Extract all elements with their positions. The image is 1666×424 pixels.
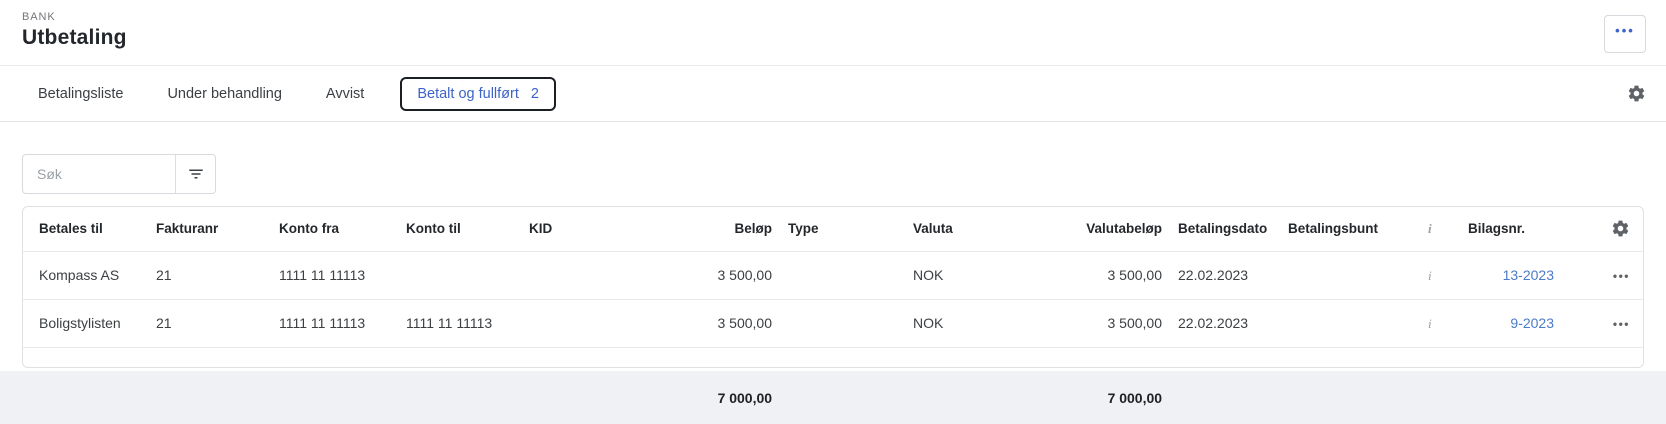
cell-kid (521, 250, 625, 299)
cell-type (780, 298, 905, 347)
cell-betalingsdato: 22.02.2023 (1170, 250, 1280, 299)
search-box (22, 154, 216, 194)
table-header-row: Betales til Fakturanr Konto fra Konto ti… (23, 207, 1643, 251)
cell-konto_til: 1111 11 11113 (398, 298, 521, 347)
cell-fakturanr: 21 (148, 298, 271, 347)
cell-belop: 3 500,00 (625, 298, 780, 347)
col-header-betalingsbunt[interactable]: Betalingsbunt (1288, 221, 1378, 237)
cell-valutabelop: 3 500,00 (1015, 250, 1170, 299)
col-header-betalingsdato[interactable]: Betalingsdato (1178, 221, 1268, 237)
cell-betalingsdato: 22.02.2023 (1170, 298, 1280, 347)
tab-avvist[interactable]: Avvist (304, 77, 386, 111)
cell-belop: 3 500,00 (625, 250, 780, 299)
col-header-valuta[interactable]: Valuta (913, 221, 953, 237)
col-header-fakturanr[interactable]: Fakturanr (156, 221, 219, 237)
cell-info: i (1420, 298, 1460, 347)
module-eyebrow: BANK (22, 11, 56, 23)
row-actions-button[interactable]: ••• (1612, 317, 1630, 331)
toolbar (22, 154, 1644, 194)
cell-valutabelop: 3 500,00 (1015, 298, 1170, 347)
cell-fakturanr: 21 (148, 250, 271, 299)
search-input[interactable] (23, 155, 175, 193)
col-header-betales-til[interactable]: Betales til (39, 221, 103, 237)
cell-valuta: NOK (905, 298, 1015, 347)
col-header-valutabelop[interactable]: Valutabeløp (1086, 221, 1162, 237)
cell-valuta: NOK (905, 250, 1015, 299)
table-row: Kompass AS 21 1111 11 11113 3 500,00 NOK 3 50… (23, 250, 1643, 299)
col-header-type[interactable]: Type (788, 221, 819, 237)
total-valutabelop: 7 000,00 (1107, 389, 1163, 406)
total-belop: 7 000,00 (717, 389, 773, 406)
tab-betalt-og-fullfort[interactable]: Betalt og fullført 2 (400, 76, 556, 111)
cell-konto_fra: 1111 11 11113 (271, 250, 398, 299)
cell-betales_til: Boligstylisten (23, 298, 148, 347)
payments-table: Betales til Fakturanr Konto fra Konto ti… (23, 207, 1643, 367)
totals-table: 7 000,00 7 000,00 (23, 390, 1644, 406)
cell-actions: ••• (1570, 250, 1643, 299)
row-actions-button[interactable]: ••• (1612, 269, 1630, 283)
cell-bilagsnr: 13-2023 (1460, 250, 1570, 299)
page-header: BANK Utbetaling ••• (0, 0, 1666, 66)
tab-count-badge: 2 (530, 85, 539, 102)
totals-bar: 7 000,00 7 000,00 (0, 371, 1666, 424)
filter-button[interactable] (175, 155, 215, 193)
tab-under-behandling[interactable]: Under behandling (145, 77, 303, 111)
bilagsnr-link[interactable]: 13-2023 (1502, 267, 1554, 283)
page-title: Utbetaling (22, 26, 127, 49)
col-header-settings (1570, 207, 1643, 251)
bilagsnr-link[interactable]: 9-2023 (1510, 315, 1554, 331)
cell-actions: ••• (1570, 298, 1643, 347)
filler-row (23, 346, 1643, 367)
header-more-actions-button[interactable]: ••• (1604, 15, 1646, 53)
cell-info: i (1420, 250, 1460, 299)
col-header-info: i (1420, 207, 1460, 251)
info-icon: i (1428, 267, 1432, 283)
cell-betalingsbunt (1280, 298, 1420, 347)
cell-betalingsbunt (1280, 250, 1420, 299)
cell-bilagsnr: 9-2023 (1460, 298, 1570, 347)
col-header-belop[interactable]: Beløp (734, 221, 772, 237)
gear-icon[interactable] (1611, 219, 1630, 238)
cell-betales_til: Kompass AS (23, 250, 148, 299)
col-header-kid[interactable]: KID (529, 221, 553, 237)
table-row: Boligstylisten 21 1111 11 11113 1111 11 111… (23, 298, 1643, 347)
title-block: BANK Utbetaling (22, 11, 127, 50)
tab-betalingsliste[interactable]: Betalingsliste (16, 77, 145, 111)
info-icon: i (1428, 315, 1432, 331)
cell-type (780, 250, 905, 299)
tab-bar: Betalingsliste Under behandling Avvist B… (0, 66, 1666, 122)
info-icon: i (1428, 220, 1432, 236)
cell-konto_til (398, 250, 521, 299)
filter-icon (188, 169, 203, 179)
col-header-konto-til[interactable]: Konto til (406, 221, 461, 237)
cell-konto_fra: 1111 11 11113 (271, 298, 398, 347)
col-header-konto-fra[interactable]: Konto fra (279, 221, 339, 237)
payments-table-card: Betales til Fakturanr Konto fra Konto ti… (22, 206, 1644, 368)
cell-kid (521, 298, 625, 347)
col-header-bilagsnr[interactable]: Bilagsnr. (1468, 221, 1526, 237)
gear-icon[interactable] (1627, 84, 1646, 103)
totals-row: 7 000,00 7 000,00 (23, 390, 1644, 406)
tab-label: Betalt og fullført (417, 85, 519, 102)
